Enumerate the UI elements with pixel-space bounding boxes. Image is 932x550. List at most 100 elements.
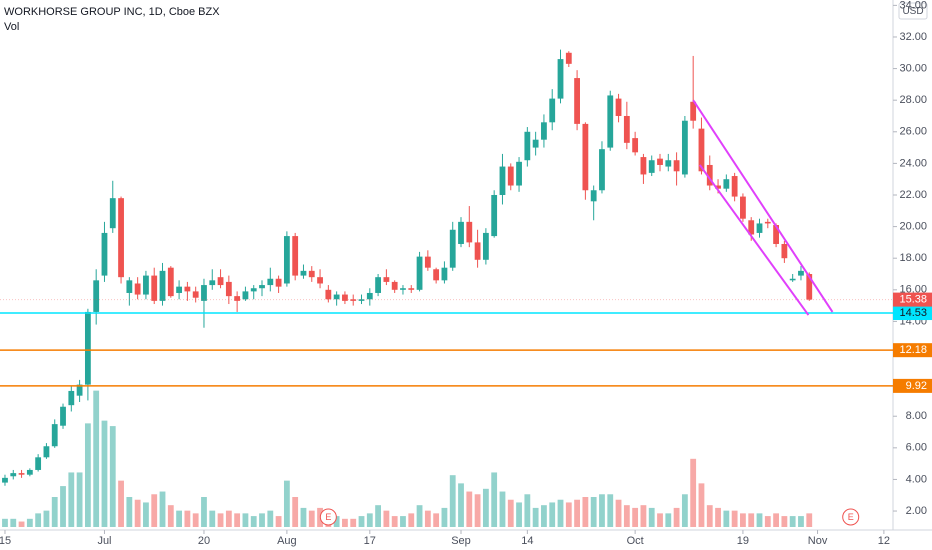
volume-bar [590, 497, 597, 527]
volume-bar [582, 497, 589, 527]
candle-body [590, 190, 597, 202]
currency-label[interactable]: USD [902, 6, 923, 17]
volume-bar [673, 507, 680, 527]
y-tick-label: 20.00 [899, 221, 927, 233]
candle-body [731, 176, 738, 197]
volume-bar [234, 513, 241, 527]
candle-body [632, 138, 639, 153]
candle-body [408, 288, 415, 290]
volume-bar [43, 510, 50, 527]
y-tick-label: 4.00 [906, 473, 927, 485]
candle-body [283, 236, 290, 284]
currency-box[interactable] [898, 2, 928, 20]
x-tick-label: 14 [521, 535, 533, 547]
candle-body [748, 220, 755, 235]
plot-area [2, 49, 813, 527]
x-tick-label: Aug [277, 535, 297, 547]
volume-bar [715, 507, 721, 527]
candle-body [740, 196, 746, 219]
x-tick-label: 19 [737, 535, 749, 547]
candle-body [10, 473, 17, 477]
volume-bar [192, 513, 199, 527]
candle-body [582, 123, 589, 191]
candle-body [673, 160, 680, 172]
volume-bar [773, 513, 779, 527]
volume-bar [225, 510, 232, 527]
candle-body [350, 299, 357, 301]
candle-body [764, 221, 771, 224]
volume-bar [607, 494, 614, 527]
candle-body [118, 198, 124, 278]
volume-bar [101, 420, 108, 527]
volume-bar [665, 513, 672, 527]
volume-bar [134, 499, 141, 527]
candle-body [715, 185, 721, 189]
volume-bar [731, 510, 738, 527]
candle-body [18, 473, 25, 475]
candle-body [615, 98, 622, 116]
volume-bar [68, 472, 75, 527]
volume-bar [51, 497, 58, 527]
trendline [698, 164, 810, 316]
candle-body [51, 424, 58, 447]
candle-body [648, 160, 655, 173]
candle-body [565, 52, 572, 64]
candle-body [109, 198, 116, 229]
volume-bar [640, 505, 647, 527]
candle-body [126, 280, 133, 293]
candle-body [201, 285, 207, 301]
volume-bar [184, 510, 191, 527]
candle-body [159, 270, 166, 301]
volume-bar [143, 502, 149, 527]
volume-bar [18, 521, 25, 527]
volume-bar [60, 486, 66, 527]
earnings-marker [319, 508, 337, 526]
candle-body [756, 223, 763, 233]
volume-bar [474, 494, 481, 527]
candle-body [209, 280, 216, 286]
level-tag-label: 14.53 [899, 307, 927, 319]
volume-bar [35, 513, 42, 527]
candle-body [259, 285, 265, 289]
volume-bar [740, 513, 746, 527]
volume-bar [126, 497, 133, 527]
candle-body [68, 390, 75, 406]
candle-body [466, 221, 473, 243]
volume-bar [789, 516, 796, 527]
volume-bar [76, 472, 83, 527]
volume-bar [806, 513, 813, 527]
candle-body [773, 225, 779, 244]
y-tick-label: 30.00 [899, 62, 927, 74]
volume-bar [118, 480, 124, 527]
volume-bar [449, 475, 456, 527]
candle-body [93, 280, 100, 312]
candle-body [574, 78, 580, 124]
level-tag [893, 378, 932, 393]
x-tick-label: Nov [808, 535, 828, 547]
candle-body [499, 166, 506, 195]
volume-bar [433, 513, 440, 527]
volume-bar [167, 505, 174, 527]
candle-body [308, 270, 315, 278]
candle-body [458, 221, 464, 244]
candle-body [151, 275, 158, 301]
candle-body [192, 291, 199, 298]
x-tick-label: 17 [364, 535, 376, 547]
candle-body [26, 469, 33, 475]
volume-bar [690, 458, 697, 527]
candle-body [507, 166, 514, 186]
candle-body [400, 288, 406, 290]
volume-bar [698, 483, 705, 527]
volume-bar [706, 505, 713, 527]
volume-bar [275, 516, 282, 527]
volume-bar [482, 488, 489, 527]
volume-bar [781, 516, 788, 527]
y-tick-label: 6.00 [906, 442, 927, 454]
volume-bar [599, 494, 605, 527]
volume-bar [159, 491, 166, 527]
volume-bar [93, 390, 100, 527]
candle-body [84, 311, 91, 385]
candle-body [516, 161, 522, 186]
